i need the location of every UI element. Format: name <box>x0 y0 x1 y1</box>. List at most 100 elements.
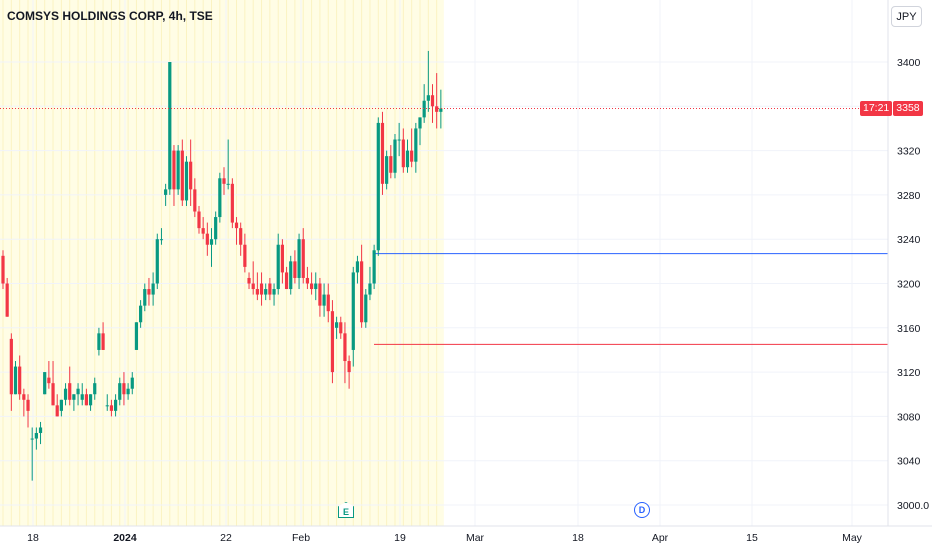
candle-body <box>255 289 259 295</box>
candle-body <box>218 178 222 218</box>
y-tick-label: 3320 <box>897 146 921 158</box>
candle-body <box>293 261 297 278</box>
candle-body <box>13 366 18 395</box>
candle-body <box>405 150 410 168</box>
candle-body <box>1 255 5 284</box>
earnings-marker-icon[interactable]: E <box>338 502 354 518</box>
y-tick-label: 3040 <box>897 456 921 468</box>
candle-body <box>414 128 418 162</box>
candle-body <box>18 366 22 395</box>
candle-body <box>422 100 426 118</box>
y-tick-label: 3240 <box>897 234 921 246</box>
horizontal-levels[interactable] <box>374 253 888 345</box>
candle-body <box>80 394 84 400</box>
candle-body <box>51 383 55 406</box>
y-tick-label: 3160 <box>897 323 921 335</box>
candle-body <box>322 294 326 306</box>
candle-body <box>426 95 430 101</box>
candle-body <box>435 106 439 112</box>
y-tick-label: 3400 <box>897 57 921 69</box>
candle-body <box>439 108 443 112</box>
candle-body <box>155 239 159 284</box>
candle-body <box>347 361 351 373</box>
candle-body <box>88 394 93 406</box>
chart-title: COMSYS HOLDINGS CORP, 4h, TSE <box>7 9 213 23</box>
candle-body <box>105 405 109 407</box>
candle-body <box>234 222 239 229</box>
candle-body <box>126 388 130 395</box>
candle-body <box>239 228 243 245</box>
candle-body <box>360 261 364 323</box>
candle-body <box>226 183 230 185</box>
x-tick-label: Mar <box>466 532 485 544</box>
candle-body <box>418 117 422 129</box>
candle-body <box>147 289 151 295</box>
session-band <box>0 0 444 526</box>
y-tick-label: 3280 <box>897 190 921 202</box>
candle-body <box>339 322 343 334</box>
candle-body <box>34 433 38 439</box>
time-axis[interactable]: 18 2024 22 Feb 19 Mar 18 Apr 15 May <box>0 525 932 544</box>
candle-body <box>93 383 97 395</box>
x-tick-label: Feb <box>292 532 310 544</box>
candle-body <box>26 399 30 411</box>
price-tag-separator <box>892 101 894 116</box>
candle-body <box>30 438 34 440</box>
candle-body <box>301 239 305 278</box>
candle-body <box>43 372 47 395</box>
candle-body <box>63 388 68 400</box>
candle-body <box>410 150 414 162</box>
price-axis[interactable]: 3000.0 3040 3080 3120 3160 3200 3240 3280 3320 33… <box>887 0 929 526</box>
x-tick-label: 15 <box>746 532 758 544</box>
candle-body <box>330 311 335 373</box>
candle-body <box>139 305 143 323</box>
candle-body <box>159 239 164 241</box>
candle-body <box>289 261 293 290</box>
candle-body <box>84 394 88 406</box>
candle-body <box>172 150 176 190</box>
last-price-tag: 17:21 3358 <box>860 101 923 116</box>
candle-body <box>76 388 80 395</box>
currency-button[interactable]: JPY <box>891 6 922 27</box>
candle-body <box>193 189 197 212</box>
dividend-marker-icon[interactable]: D <box>634 502 650 518</box>
candle-body <box>243 244 247 267</box>
candle-body <box>97 333 101 350</box>
candle-body <box>101 333 105 350</box>
candle-body <box>318 283 322 306</box>
candle-body <box>430 95 435 107</box>
candle-body <box>5 283 9 317</box>
last-price-value: 3358 <box>893 101 923 116</box>
candle-body <box>305 277 310 284</box>
candle-body <box>151 283 155 295</box>
candle-body <box>259 283 264 295</box>
y-tick-label: 3080 <box>897 411 921 423</box>
candle-body <box>364 294 368 323</box>
candle-body <box>38 427 43 434</box>
candle-body <box>68 383 72 400</box>
candle-body <box>209 239 214 245</box>
candle-body <box>355 261 360 273</box>
x-tick-label: 19 <box>394 532 406 544</box>
candle-body <box>180 150 184 201</box>
y-tick-label: 3200 <box>897 279 921 291</box>
session-bands <box>0 0 444 526</box>
candle-body <box>201 228 205 234</box>
candle-body <box>214 217 218 240</box>
candle-body <box>113 399 118 411</box>
candle-body <box>134 322 139 350</box>
candle-body <box>335 322 339 328</box>
candle-body <box>72 394 76 400</box>
candle-body <box>109 405 114 411</box>
candle-body <box>284 272 289 290</box>
candle-body <box>184 161 189 201</box>
candle-body <box>55 405 59 417</box>
candle-body <box>376 122 380 251</box>
x-tick-label: 2024 <box>113 532 137 544</box>
candle-body <box>397 139 401 141</box>
x-tick-label: Apr <box>652 532 669 544</box>
y-tick-label: 3000.0 <box>897 500 929 512</box>
candle-body <box>176 150 180 190</box>
candle-body <box>22 394 26 400</box>
